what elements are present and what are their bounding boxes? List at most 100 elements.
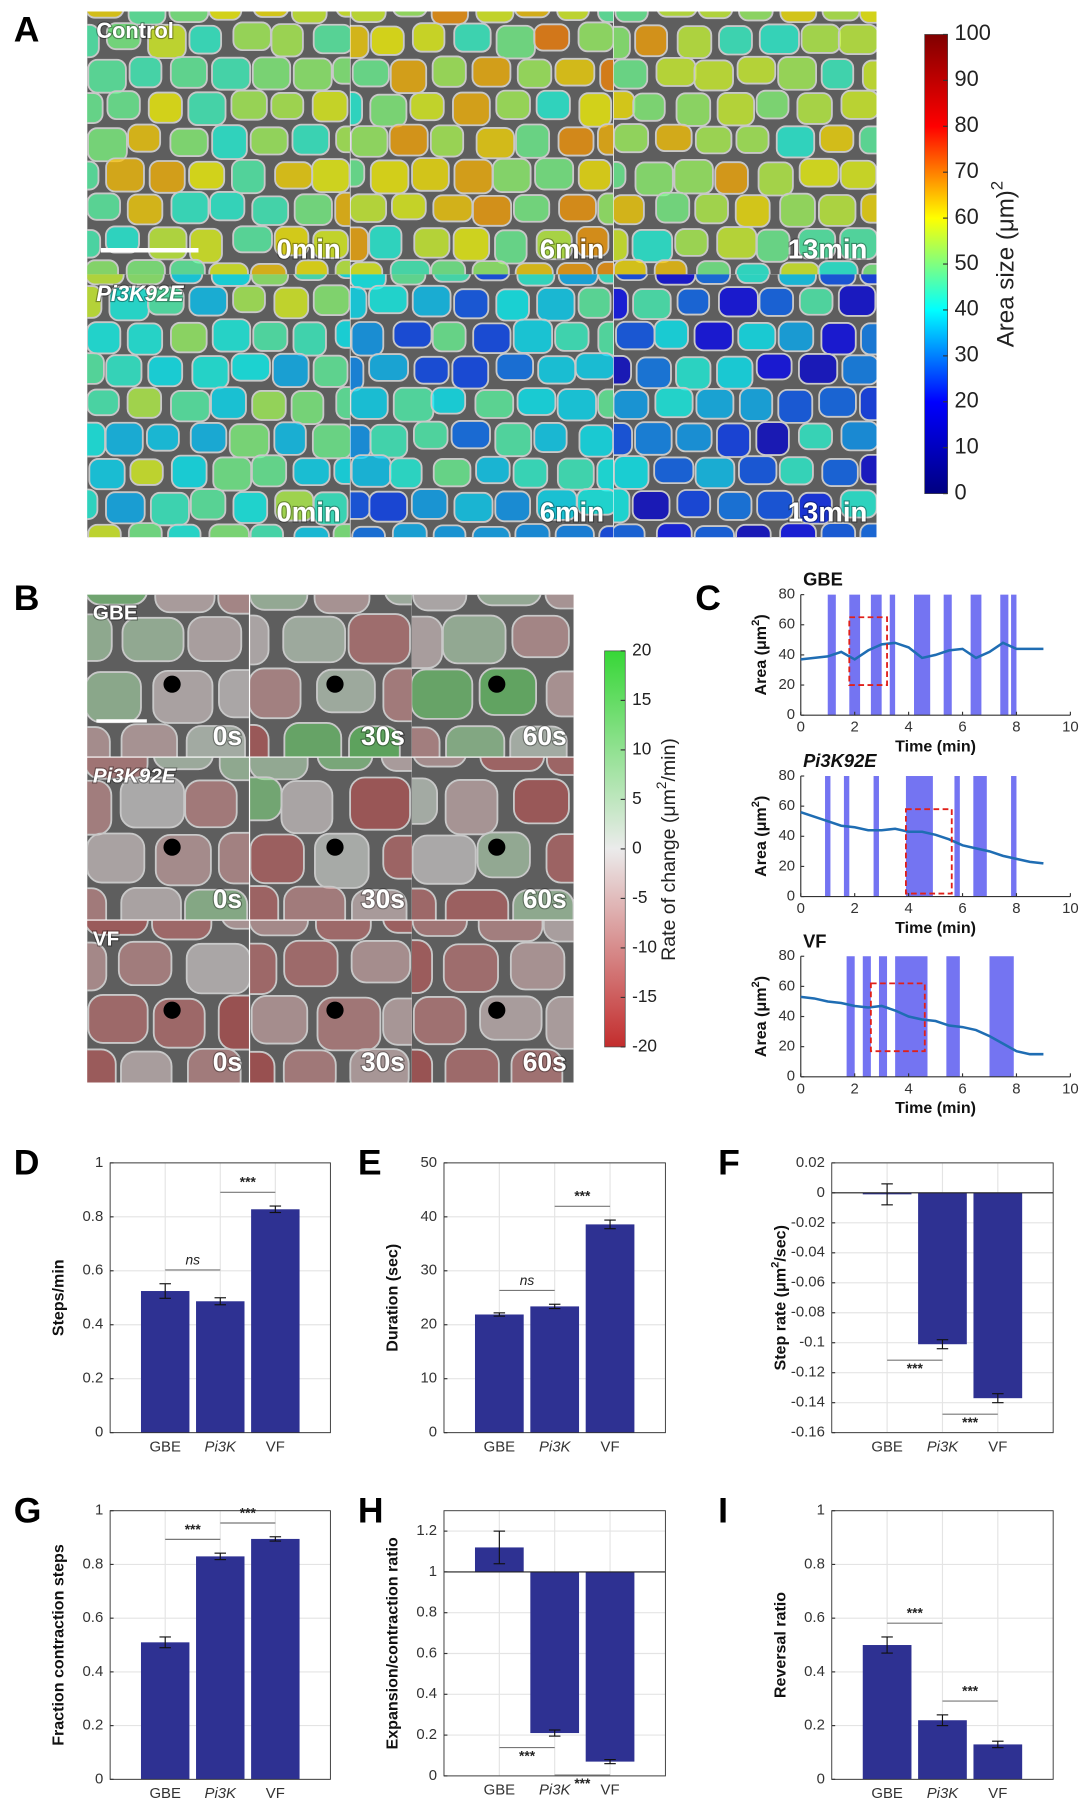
chart-title: Pi3K92E [803,750,877,771]
cell [348,725,401,757]
cell [755,89,790,120]
cell [737,455,778,486]
cell [217,831,249,885]
cell [614,11,649,23]
y-tick-label: 60 [778,978,795,994]
label-part: 2 [987,181,1006,190]
cell [127,522,163,538]
step-interval [905,776,933,897]
cell [430,259,467,275]
cell [292,457,331,487]
cell [384,594,412,606]
cell [471,260,510,275]
cell [218,757,249,782]
significance-label: *** [519,1748,536,1763]
cell [46,0,82,24]
label-part: Reversal ratio [772,1592,790,1698]
cell [351,889,408,920]
cell [250,757,309,781]
y-tick-label: 1 [95,1155,103,1171]
x-tick-label: VF [988,1786,1007,1800]
bar [251,1209,300,1433]
cell [250,994,309,1045]
cell [861,262,877,275]
step-interval [862,956,871,1077]
cell [779,11,818,24]
bar [530,1571,580,1734]
micrograph [350,274,614,538]
axis-label: Expansion/contraction ratio [384,1537,402,1749]
cell [757,161,794,197]
cell [105,157,145,193]
cell [473,274,511,282]
panel-letter: A [14,10,40,50]
cell [251,195,290,226]
row-label: Control [96,18,173,43]
cell [45,527,79,559]
colorbar-tick-label: 0 [632,837,642,857]
cell [509,725,568,757]
cell [818,274,857,287]
cell [409,92,445,122]
cell [655,191,691,224]
error-bar [548,1729,561,1737]
cell [717,491,753,521]
cell [105,354,143,388]
cell [442,943,499,993]
cell [389,457,423,490]
label-part: Area (μm [752,807,770,877]
y-tick-label: -0.08 [791,1305,825,1321]
area-trace [800,995,1044,1056]
cell [187,616,243,663]
y-tick-label: -0.14 [791,1395,825,1411]
cell [151,920,213,941]
label-part: Fraction contraction steps [50,1544,68,1746]
cell [511,614,570,659]
cell [653,259,688,275]
cell [492,157,532,193]
axis-label: Area (μm2) [750,976,770,1057]
cell [777,274,817,287]
cell [613,487,631,524]
cell [209,191,246,222]
significance-label: *** [240,1505,257,1520]
cell [334,191,350,227]
bar [140,1291,190,1433]
cell [676,489,712,519]
cell [185,725,246,757]
colorbar-tick-label: -15 [632,986,657,1006]
cell [314,832,370,889]
cell [693,525,735,538]
cell [231,158,266,195]
cell [217,594,249,615]
cell [349,776,411,831]
cell [129,458,164,486]
cell [218,669,249,719]
cell [615,320,656,351]
cell [283,939,339,988]
cell [675,356,712,391]
cell [453,22,492,53]
cell [476,594,542,607]
cell [431,321,467,353]
cell [87,388,120,417]
cell [311,423,350,460]
cell [350,91,363,127]
cell [188,160,226,191]
cell [474,389,515,419]
cell [859,274,877,286]
x-tick-label: Pi3K [539,1440,572,1456]
time-label: 0s [213,721,242,751]
cell [451,355,490,390]
cell [841,354,877,386]
step-interval [825,776,831,897]
cell [512,889,574,920]
cell [120,887,182,920]
cell [515,123,551,159]
cell [87,993,149,1044]
y-tick-label: 0.2 [804,1718,825,1734]
cell [369,159,410,195]
cell [335,125,350,154]
cell [821,11,861,22]
